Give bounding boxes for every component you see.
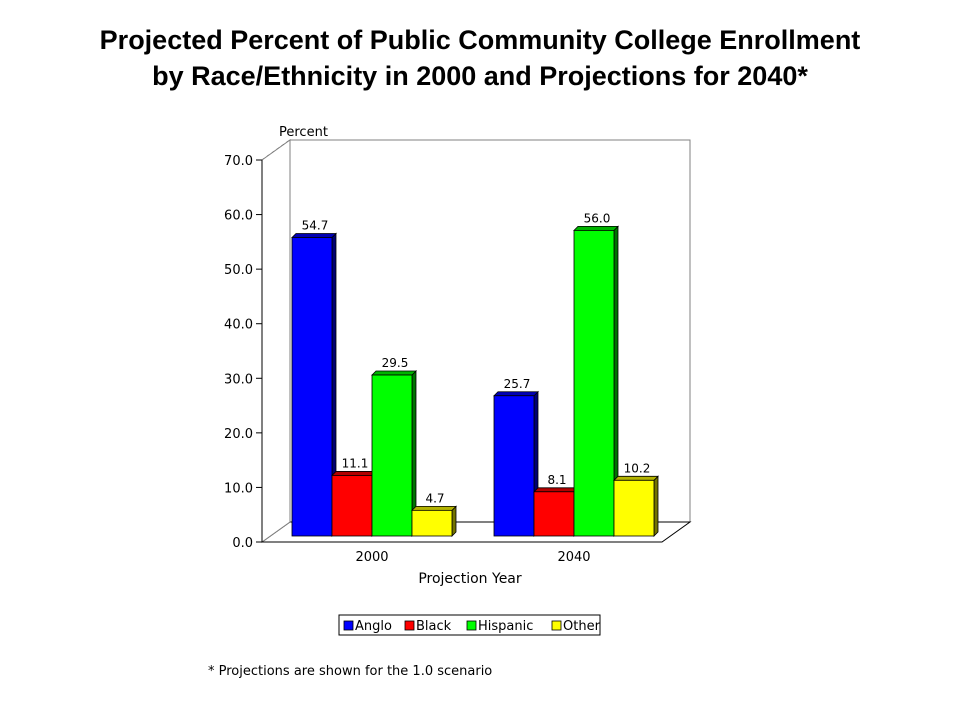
data-label: 4.7	[425, 491, 444, 505]
footnote: * Projections are shown for the 1.0 scen…	[208, 664, 492, 679]
axis-layer: 0.0 10.0 20.0 30.0 40.0 50.0 60.0 70.0 Percent 20…	[224, 125, 662, 587]
y-tick-label: 30.0	[224, 372, 253, 387]
bars-layer	[291, 225, 659, 537]
legend-item-anglo: Anglo	[343, 619, 392, 634]
legend: Anglo Black Hispanic Other	[338, 614, 601, 636]
y-tick-label: 40.0	[224, 318, 253, 333]
y-tick-label: 20.0	[224, 427, 253, 442]
x-axis-label: Projection Year	[418, 571, 522, 587]
bar-anglo-2040	[493, 390, 539, 537]
y-axis-label: Percent	[279, 125, 328, 140]
back-wall	[289, 139, 691, 523]
data-label: 25.7	[504, 377, 531, 391]
bar-hispanic-2040	[573, 225, 619, 537]
bar-anglo-2000	[291, 232, 337, 537]
legend-label: Black	[416, 619, 452, 634]
legend-item-black: Black	[404, 619, 452, 634]
legend-label: Anglo	[355, 619, 392, 634]
legend-item-hispanic: Hispanic	[466, 619, 533, 634]
side-wall	[261, 139, 291, 543]
data-label: 8.1	[547, 473, 566, 487]
data-labels-layer: 54.7 11.1 29.5 4.7 25.7 8.1 56.0 10.2	[302, 211, 651, 505]
bar-black-2040	[533, 486, 579, 537]
bar-other-2040	[613, 475, 659, 537]
y-tick-label: 0.0	[232, 536, 253, 551]
legend-swatch	[343, 620, 354, 631]
chart-title-line-2: by Race/Ethnicity in 2000 and Projection…	[152, 61, 808, 91]
bar-black-2000	[331, 470, 377, 537]
y-tick-label: 10.0	[224, 481, 253, 496]
x-tick-label: 2000	[355, 550, 388, 565]
y-tick-label: 60.0	[224, 209, 253, 224]
legend-swatch	[551, 620, 562, 631]
x-tick-label: 2040	[557, 550, 590, 565]
data-label: 54.7	[302, 218, 329, 232]
legend-swatch	[404, 620, 415, 631]
y-tick-label: 70.0	[224, 154, 253, 169]
bar-hispanic-2000	[371, 370, 417, 537]
data-label: 10.2	[624, 461, 651, 475]
legend-item-other: Other	[551, 619, 601, 634]
plot-frame	[260, 139, 692, 543]
legend-label: Hispanic	[478, 619, 533, 634]
chart-title: Projected Percent of Public Community Co…	[0, 22, 960, 94]
data-label: 56.0	[584, 211, 611, 225]
y-tick-label: 50.0	[224, 263, 253, 278]
data-label: 29.5	[382, 356, 409, 370]
legend-label: Other	[563, 619, 601, 634]
legend-swatch	[466, 620, 477, 631]
data-label: 11.1	[342, 456, 369, 470]
chart-title-line-1: Projected Percent of Public Community Co…	[99, 25, 861, 55]
bar-other-2000	[411, 505, 457, 537]
